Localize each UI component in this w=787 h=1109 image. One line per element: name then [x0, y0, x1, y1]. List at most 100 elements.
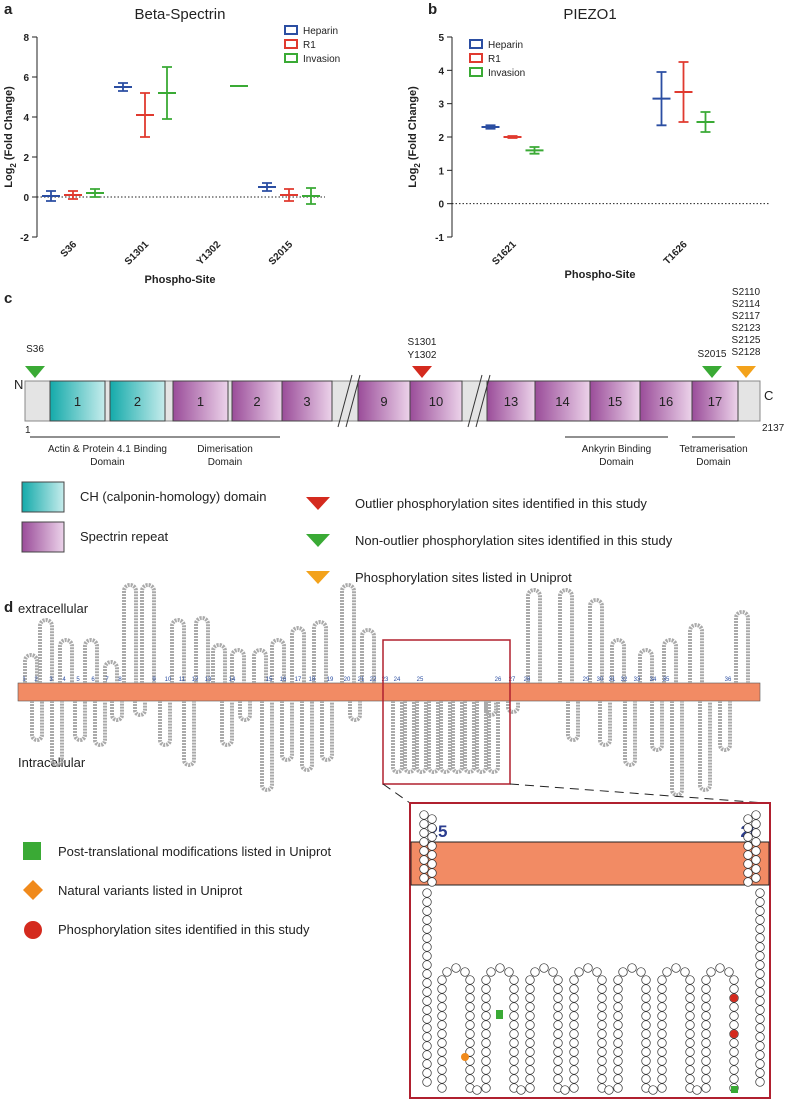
helix-number: 10	[165, 677, 172, 683]
residue	[729, 1011, 739, 1021]
residue	[509, 1056, 519, 1066]
y-tick-label: 8	[23, 33, 29, 44]
topology-loop	[58, 638, 74, 683]
residue	[553, 1038, 563, 1048]
residue	[597, 1002, 607, 1012]
residue	[509, 1020, 519, 1030]
residue	[743, 859, 753, 869]
helix-number: 29	[583, 677, 590, 683]
residue	[743, 850, 753, 860]
topology-loop	[103, 660, 119, 683]
topology-loop	[230, 648, 246, 683]
topology-loop	[182, 701, 196, 767]
residue	[755, 1023, 765, 1033]
residue	[657, 984, 667, 994]
residue	[657, 1056, 667, 1066]
residue	[437, 1002, 447, 1012]
helix-number: 25	[417, 677, 424, 683]
variant-mark	[461, 1053, 469, 1061]
residue	[657, 1083, 667, 1093]
residue	[419, 810, 429, 820]
x-tick-label: S1301	[123, 239, 152, 268]
topology-loop	[194, 616, 210, 683]
topology-loop	[475, 701, 488, 774]
helix-number: 26	[495, 677, 502, 683]
residue	[427, 859, 437, 869]
helix-number: 3	[49, 677, 53, 683]
helix-number: 11	[179, 677, 186, 683]
residue	[641, 1002, 651, 1012]
residue	[751, 819, 761, 829]
residue	[680, 967, 690, 977]
helix-number: 17	[295, 677, 302, 683]
residue	[641, 1029, 651, 1039]
residue	[509, 1029, 519, 1039]
residue	[648, 1085, 658, 1095]
topology-loop	[38, 618, 54, 683]
residue	[613, 1074, 623, 1084]
residue	[437, 984, 447, 994]
topology-loop	[320, 701, 334, 762]
residue	[641, 1011, 651, 1021]
helix-number: 4	[62, 677, 66, 683]
residue	[525, 1029, 535, 1039]
residue	[751, 864, 761, 874]
topology-loop	[650, 701, 664, 752]
domain-box	[231, 380, 283, 422]
residue	[569, 1074, 579, 1084]
residue	[553, 1002, 563, 1012]
residue	[618, 967, 628, 977]
domain-box	[109, 380, 166, 422]
residue	[422, 924, 432, 934]
residue	[685, 1020, 695, 1030]
residue	[755, 951, 765, 961]
y-tick-label: 6	[23, 73, 29, 84]
legend-label: Phosphorylation sites listed in Uniprot	[355, 570, 572, 585]
residue	[755, 996, 765, 1006]
residue	[525, 1020, 535, 1030]
residue	[692, 1085, 702, 1095]
residue	[422, 1041, 432, 1051]
residue	[427, 832, 437, 842]
residue	[472, 1085, 482, 1095]
residue	[729, 1065, 739, 1075]
residue	[422, 1059, 432, 1069]
y-tick-label: 0	[23, 193, 29, 204]
residue	[481, 1002, 491, 1012]
domain-label: 9	[380, 394, 387, 409]
y-label-rest: (Fold Change)	[407, 86, 419, 160]
legend-label: Heparin	[488, 40, 523, 51]
x-axis-label: Phospho-Site	[565, 269, 636, 281]
residue	[597, 984, 607, 994]
residue	[613, 1038, 623, 1048]
panel-label: c	[4, 290, 12, 307]
residue	[636, 967, 646, 977]
domain-label: 1	[74, 394, 81, 409]
phospho-mark	[730, 994, 738, 1002]
residue	[481, 984, 491, 994]
residue	[685, 1011, 695, 1021]
residue	[729, 1020, 739, 1030]
legend-label: Spectrin repeat	[80, 529, 169, 544]
topology-loop	[487, 701, 500, 774]
residue	[583, 963, 593, 973]
residue	[641, 975, 651, 985]
legend-swatch	[284, 39, 298, 49]
domain-box	[589, 380, 641, 422]
residue	[525, 1011, 535, 1021]
residue	[509, 1011, 519, 1021]
residue	[685, 975, 695, 985]
residue	[592, 967, 602, 977]
zoom-membrane	[410, 841, 770, 886]
residue	[422, 1023, 432, 1033]
end: 2137	[762, 423, 785, 434]
residue	[701, 984, 711, 994]
residue	[569, 1038, 579, 1048]
panel-label: b	[428, 1, 437, 18]
residue	[755, 1059, 765, 1069]
residue	[481, 1083, 491, 1093]
y-tick-label: -1	[435, 233, 444, 244]
residue	[685, 1056, 695, 1066]
domain-label: 13	[504, 394, 518, 409]
membrane	[17, 682, 761, 702]
